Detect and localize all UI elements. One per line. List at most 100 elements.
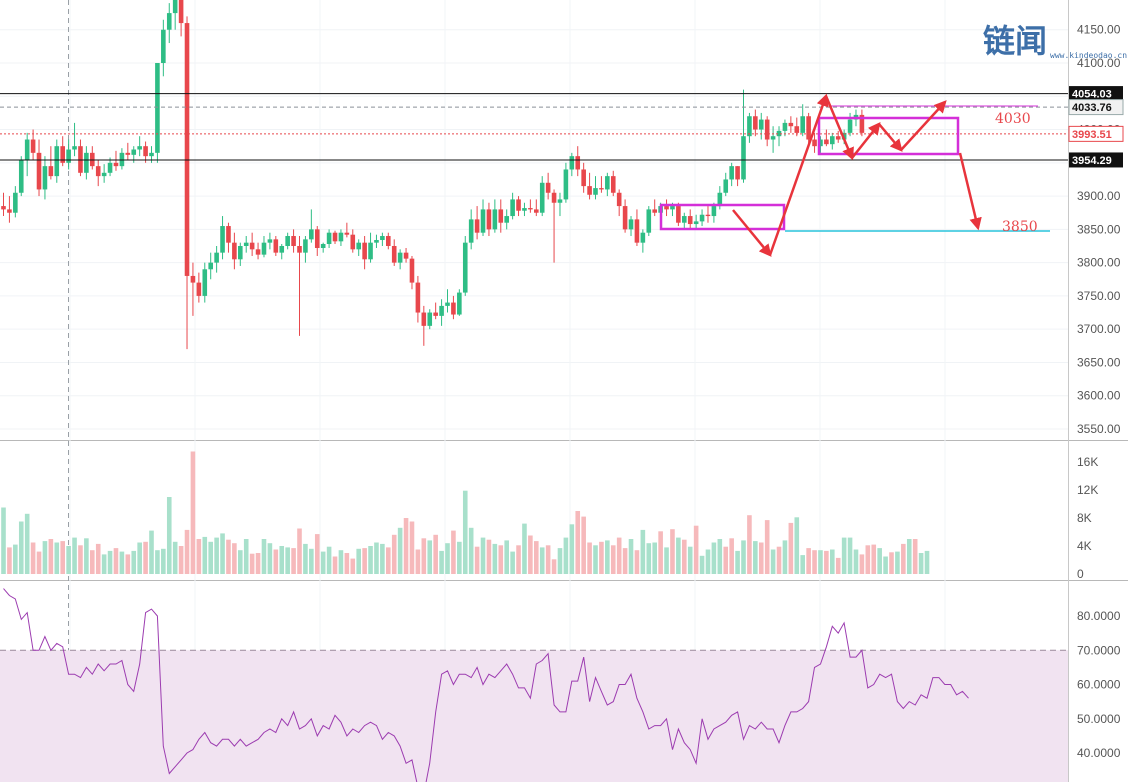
candle (516, 196, 521, 217)
candle-body (60, 146, 65, 163)
watermark-subtext: www.kindeodao.cn (1050, 51, 1127, 60)
candle (504, 209, 509, 230)
candle (48, 146, 54, 180)
candle (859, 109, 865, 137)
candle-body (95, 166, 101, 177)
volume-panel[interactable] (1, 451, 930, 575)
volume-bar (166, 497, 172, 574)
volume-bar (78, 545, 83, 574)
volume-bar (557, 548, 563, 574)
volume-bar (403, 518, 409, 574)
volume-bar (202, 536, 208, 574)
price-tick-label: 3550.00 (1077, 422, 1121, 436)
volume-bar (610, 545, 616, 574)
candle (818, 136, 823, 153)
candle (72, 122, 77, 157)
candle-body (522, 208, 527, 211)
candle-body (758, 119, 764, 130)
candle (285, 232, 290, 250)
candle-body (575, 156, 581, 170)
volume-bar (522, 523, 527, 574)
volume-bar (480, 537, 486, 574)
candle (166, 3, 172, 44)
volume-bar (528, 535, 533, 574)
candle (66, 139, 71, 170)
volume-tick-label: 8K (1077, 511, 1092, 525)
volume-bar (871, 544, 877, 574)
volume-bar (770, 549, 776, 574)
trend-arrow (732, 209, 772, 257)
candle (498, 199, 504, 233)
volume-bar (427, 540, 433, 574)
volume-bar (924, 550, 930, 574)
volume-bar (72, 537, 77, 574)
annotation-4030: 4030 (995, 111, 1031, 127)
volume-bar (646, 543, 652, 574)
price-tick-label: 3850.00 (1077, 222, 1121, 236)
candle-body (297, 246, 302, 253)
candle (687, 209, 693, 230)
candle-body (545, 182, 551, 193)
volume-bar (214, 537, 219, 574)
volume-bar (178, 546, 184, 574)
price-panel[interactable] (1, 0, 865, 350)
candle (439, 299, 444, 326)
volume-bar (1, 507, 6, 574)
volume-bar (172, 541, 178, 574)
candle (664, 199, 669, 217)
candle-body (806, 116, 811, 140)
volume-bar (652, 542, 657, 574)
volume-bar (723, 546, 729, 574)
volume-bar (753, 541, 758, 574)
candle-body (557, 199, 563, 203)
candle (279, 244, 285, 260)
volume-bar (504, 540, 509, 574)
volume-bar (368, 546, 373, 574)
candle (462, 236, 468, 296)
rsi-tick-label: 60.0000 (1077, 678, 1121, 692)
candle (273, 236, 279, 256)
candle (332, 230, 338, 245)
volume-bar (332, 556, 338, 574)
candle (747, 112, 752, 143)
volume-bar (113, 548, 119, 574)
volume-bar (587, 542, 592, 574)
volume-bar (409, 521, 415, 574)
volume-bar (699, 555, 705, 574)
candle (397, 249, 403, 270)
volume-bar (794, 517, 800, 574)
candle-body (634, 219, 640, 243)
volume-bar (735, 550, 740, 574)
candle (314, 226, 320, 256)
candle (143, 141, 148, 163)
candle-body (208, 262, 213, 270)
candle (551, 189, 557, 263)
candle (421, 305, 427, 346)
candle (741, 89, 746, 183)
volume-bar (605, 540, 610, 574)
volume-bar (285, 547, 290, 574)
candle (297, 236, 302, 336)
candle (202, 262, 208, 303)
volume-bar (634, 550, 640, 574)
rsi-panel[interactable] (0, 588, 1068, 782)
candle-body (415, 282, 421, 313)
volume-bar (344, 553, 350, 574)
candle (806, 112, 811, 147)
candle-body (610, 176, 616, 193)
candle-body (214, 252, 219, 263)
volume-bar (119, 551, 125, 574)
candle-body (711, 206, 717, 217)
candle (735, 166, 740, 187)
candle-body (261, 242, 267, 255)
candle (699, 209, 705, 227)
volume-bar (883, 556, 888, 574)
candle-body (320, 244, 326, 248)
volume-bar (291, 548, 296, 574)
candle (226, 222, 231, 253)
volume-tick-label: 4K (1077, 539, 1092, 553)
volume-bar (906, 539, 912, 574)
volume-bar (13, 544, 18, 574)
candle-body (267, 239, 273, 243)
